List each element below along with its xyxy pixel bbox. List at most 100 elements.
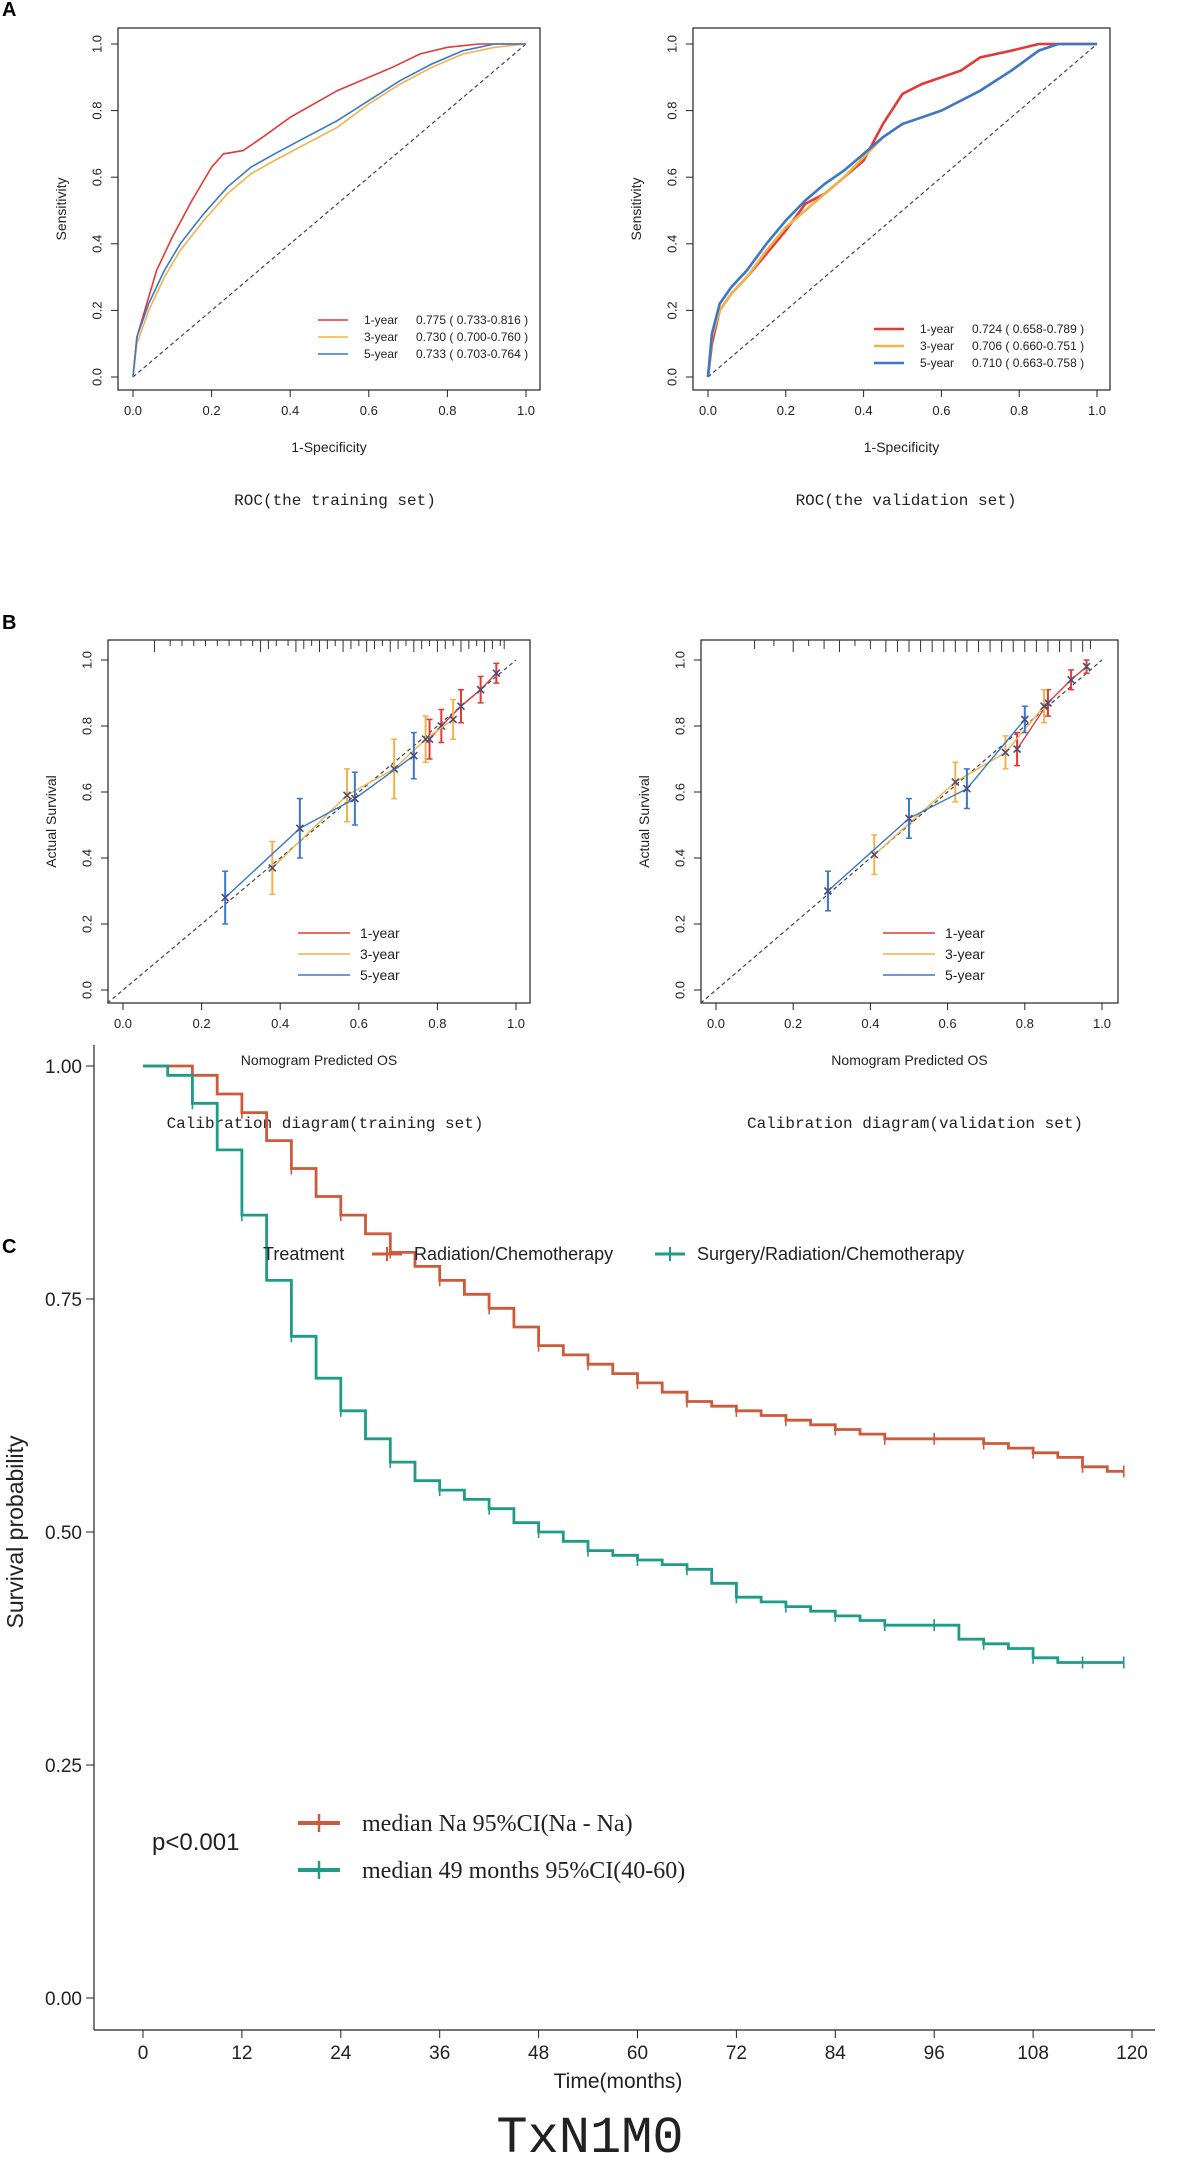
y-tick-label: 0.8 bbox=[89, 102, 104, 120]
roc-training-chart: 0.0 0.0 0.2 0.2 0.4 0.4 0.6 0.6 0.8 0.8 1.0 1.0 1-Sp… bbox=[53, 27, 541, 510]
legend-auc: 0.730 ( 0.700-0.760 ) bbox=[416, 330, 528, 344]
roc-curve-3-year bbox=[132, 43, 527, 378]
y-tick-label: 0.2 bbox=[89, 301, 104, 319]
x-tick-label: 96 bbox=[924, 2043, 945, 2064]
y-tick-label: 0.6 bbox=[89, 168, 104, 186]
chart-title: Calibration diagram(validation set) bbox=[747, 1115, 1083, 1133]
y-tick-label: 1.0 bbox=[89, 35, 104, 53]
x-tick-label: 0.2 bbox=[193, 1016, 211, 1031]
chart-title: ROC(the training set) bbox=[234, 492, 436, 510]
y-tick-label: 0.6 bbox=[672, 783, 687, 801]
y-axis-label: Sensitivity bbox=[53, 177, 69, 240]
roc-curve-5-year bbox=[132, 43, 526, 378]
legend-auc: 0.733 ( 0.703-0.764 ) bbox=[416, 347, 528, 361]
y-tick-label: 0.4 bbox=[664, 235, 679, 253]
y-tick-label: 1.0 bbox=[79, 651, 94, 669]
x-tick-label: 60 bbox=[627, 2043, 648, 2064]
x-tick-label: 36 bbox=[429, 2043, 450, 2064]
legend-label: 1-year bbox=[360, 925, 400, 941]
x-tick-label: 0 bbox=[138, 2043, 149, 2064]
reference-diagonal bbox=[132, 43, 527, 378]
calibration-point bbox=[1001, 748, 1010, 757]
calibration-point bbox=[476, 685, 485, 694]
calibration-point bbox=[1082, 662, 1091, 671]
x-tick-label: 1.0 bbox=[507, 1016, 525, 1031]
legend-label: 5-year bbox=[360, 967, 400, 983]
y-tick-label: 0.8 bbox=[664, 102, 679, 120]
legend-label: 1-year bbox=[364, 313, 398, 327]
chart-title: ROC(the validation set) bbox=[796, 492, 1017, 510]
x-tick-label: 0.4 bbox=[271, 1016, 289, 1031]
km-survival-chart: 0 12 24 36 48 60 72 84 96 108 120 0.00 0.25 0.50 0.75 1… bbox=[2, 1045, 1155, 2166]
y-tick-label: 0.2 bbox=[672, 915, 687, 933]
calibration-point bbox=[342, 791, 352, 800]
x-tick-label: 0.6 bbox=[939, 1016, 957, 1031]
x-tick-label: 0.8 bbox=[1010, 403, 1028, 418]
p-value: p<0.001 bbox=[152, 1829, 239, 1856]
median-label: median 49 months 95%CI(40-60) bbox=[362, 1858, 685, 1884]
calibration-point bbox=[1020, 715, 1029, 724]
reference-diagonal bbox=[707, 43, 1098, 378]
x-tick-label: 0.8 bbox=[428, 1016, 446, 1031]
x-tick-label: 1.0 bbox=[1088, 403, 1106, 418]
y-tick-label: 0.8 bbox=[79, 717, 94, 735]
calibration-point bbox=[221, 893, 230, 902]
calibration-point bbox=[1040, 702, 1049, 711]
y-tick-label: 0.8 bbox=[672, 717, 687, 735]
x-tick-label: 0.6 bbox=[360, 403, 378, 418]
x-tick-label: 0.8 bbox=[1016, 1016, 1034, 1031]
panel-letter-c: C bbox=[2, 1236, 16, 1258]
panel-letter-a: A bbox=[2, 0, 16, 21]
calibration-point bbox=[409, 751, 418, 760]
x-axis-label: Nomogram Predicted OS bbox=[831, 1052, 987, 1068]
legend-auc: 0.710 ( 0.663-0.758 ) bbox=[972, 356, 1084, 370]
legend-label: 5-year bbox=[364, 347, 398, 361]
x-tick-label: 0.4 bbox=[281, 403, 299, 418]
x-axis-label: 1-Specificity bbox=[864, 439, 939, 455]
x-axis-label: Nomogram Predicted OS bbox=[241, 1052, 397, 1068]
calibration-line-5-year bbox=[224, 755, 415, 899]
calibration-point bbox=[492, 669, 501, 678]
y-tick-label: 0.2 bbox=[79, 915, 94, 933]
legend-label: 1-year bbox=[920, 322, 954, 336]
x-tick-label: 0.0 bbox=[699, 403, 717, 418]
x-tick-label: 0.4 bbox=[855, 403, 873, 418]
y-axis-label: Sensitivity bbox=[628, 177, 644, 240]
calibration-point bbox=[951, 778, 960, 787]
reference-diagonal bbox=[106, 659, 517, 1004]
panel-letter-b: B bbox=[2, 612, 16, 634]
y-tick-label: 0.4 bbox=[672, 849, 687, 867]
calibration-point bbox=[456, 702, 466, 711]
calibration-point bbox=[437, 721, 446, 731]
x-tick-label: 0.8 bbox=[438, 403, 456, 418]
legend-label: 5-year bbox=[945, 967, 985, 983]
x-tick-label: 0.4 bbox=[861, 1016, 879, 1031]
chart-title: Calibration diagram(training set) bbox=[167, 1115, 484, 1133]
y-tick-label: 0.0 bbox=[89, 368, 104, 386]
calibration-training-chart: 0.0 0.0 0.2 0.2 0.4 0.4 0.6 0.6 0.8 0.8 1.0 1.0 Nomo… bbox=[43, 639, 531, 1133]
x-tick-label: 12 bbox=[231, 2043, 252, 2064]
median-label: median Na 95%CI(Na - Na) bbox=[362, 1811, 633, 1837]
calibration-point bbox=[268, 863, 277, 872]
y-tick-label: 0.50 bbox=[45, 1523, 82, 1544]
y-tick-label: 0.2 bbox=[664, 301, 679, 319]
x-tick-label: 1.0 bbox=[1093, 1016, 1111, 1031]
calibration-point bbox=[449, 715, 458, 724]
x-tick-label: 24 bbox=[330, 2043, 352, 2064]
legend-label: 5-year bbox=[920, 356, 954, 370]
calibration-point bbox=[421, 735, 430, 744]
legend-label: Surgery/Radiation/Chemotherapy bbox=[697, 1244, 964, 1264]
legend-label: 3-year bbox=[364, 330, 398, 344]
y-tick-label: 0.75 bbox=[45, 1290, 82, 1311]
y-tick-label: 0.6 bbox=[79, 783, 94, 801]
calibration-line-3-year bbox=[873, 705, 1045, 856]
calibration-point bbox=[295, 824, 304, 833]
plot-frame bbox=[107, 639, 531, 1004]
y-axis-label: Actual Survival bbox=[636, 775, 652, 868]
x-tick-label: 0.2 bbox=[784, 1016, 802, 1031]
y-tick-label: 0.4 bbox=[89, 235, 104, 253]
x-tick-label: 0.2 bbox=[203, 403, 221, 418]
y-tick-label: 0.4 bbox=[79, 849, 94, 867]
legend-label: 1-year bbox=[945, 925, 985, 941]
